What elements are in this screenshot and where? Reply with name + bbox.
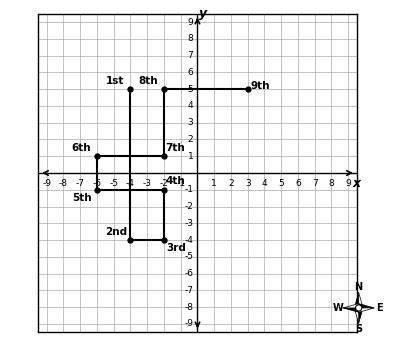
- Text: -4: -4: [126, 179, 135, 188]
- Text: -5: -5: [184, 252, 193, 261]
- Polygon shape: [343, 303, 359, 308]
- Text: -7: -7: [76, 179, 85, 188]
- Text: 4: 4: [188, 101, 193, 110]
- Text: -8: -8: [184, 302, 193, 311]
- Text: 2: 2: [228, 179, 234, 188]
- Text: 1: 1: [187, 152, 193, 161]
- Text: 6: 6: [187, 68, 193, 77]
- Text: N: N: [355, 282, 363, 292]
- Text: 4: 4: [262, 179, 267, 188]
- Text: -8: -8: [59, 179, 68, 188]
- Text: E: E: [376, 303, 383, 313]
- Text: -3: -3: [184, 219, 193, 228]
- Text: -6: -6: [184, 269, 193, 278]
- Text: 5th: 5th: [72, 193, 91, 203]
- Text: 2nd: 2nd: [105, 227, 127, 237]
- Text: 9: 9: [187, 18, 193, 27]
- Polygon shape: [359, 308, 363, 324]
- Circle shape: [355, 305, 362, 311]
- Text: 7: 7: [312, 179, 318, 188]
- Polygon shape: [354, 292, 359, 308]
- Text: -4: -4: [185, 236, 193, 245]
- Text: -7: -7: [184, 286, 193, 295]
- Text: 1: 1: [211, 179, 217, 188]
- Text: 7: 7: [187, 51, 193, 60]
- Text: W: W: [332, 303, 343, 313]
- Text: y: y: [199, 7, 208, 20]
- Text: 3: 3: [245, 179, 251, 188]
- Text: 1st: 1st: [105, 76, 124, 86]
- Text: -3: -3: [143, 179, 152, 188]
- Text: 9: 9: [345, 179, 351, 188]
- Text: 3rd: 3rd: [166, 244, 186, 253]
- Text: 5: 5: [187, 85, 193, 94]
- Text: -2: -2: [185, 202, 193, 211]
- Text: 3: 3: [187, 118, 193, 127]
- Text: 8: 8: [328, 179, 334, 188]
- Text: 6th: 6th: [72, 143, 91, 153]
- Polygon shape: [359, 303, 374, 308]
- Text: 8: 8: [187, 35, 193, 44]
- Text: -6: -6: [92, 179, 102, 188]
- Text: 5: 5: [278, 179, 284, 188]
- Text: -1: -1: [184, 185, 193, 194]
- Text: x: x: [353, 176, 361, 190]
- Text: -2: -2: [160, 179, 168, 188]
- Polygon shape: [343, 308, 359, 312]
- Text: 9th: 9th: [250, 81, 270, 91]
- Text: 4th: 4th: [166, 176, 185, 186]
- Polygon shape: [354, 308, 359, 324]
- Text: 7th: 7th: [166, 143, 185, 153]
- Text: -9: -9: [42, 179, 51, 188]
- Text: -9: -9: [184, 319, 193, 328]
- Polygon shape: [359, 292, 363, 308]
- Polygon shape: [359, 308, 374, 312]
- Text: 8th: 8th: [139, 76, 158, 86]
- Text: S: S: [355, 324, 362, 334]
- Text: 6: 6: [295, 179, 301, 188]
- Text: 2: 2: [188, 135, 193, 144]
- Text: -5: -5: [109, 179, 118, 188]
- Text: -1: -1: [176, 179, 185, 188]
